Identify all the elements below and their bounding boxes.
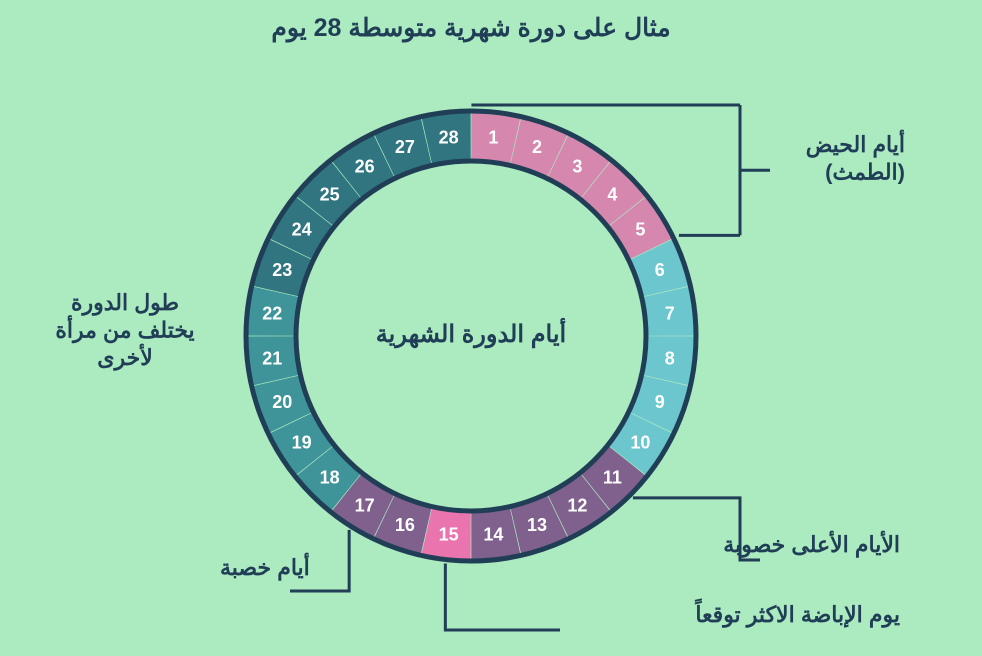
callout-ovulation: يوم الإباضة الاكثر توقعاً bbox=[694, 598, 900, 629]
cycle-svg: 1122334455667788991010111112121313141415… bbox=[0, 0, 982, 656]
callout-fertile: أيام خصبة bbox=[220, 552, 310, 581]
callout-varies-line: لأخرى bbox=[97, 343, 153, 371]
callout-peak: الأيام الأعلى خصوبة bbox=[723, 530, 900, 558]
day-label-3: 3 bbox=[572, 157, 582, 177]
day-label-20: 20 bbox=[272, 392, 292, 412]
day-label-28: 28 bbox=[439, 127, 459, 147]
callout-menstruation-line: (الطمث) bbox=[825, 160, 905, 185]
day-label-19: 19 bbox=[292, 432, 312, 452]
day-label-14: 14 bbox=[483, 525, 503, 545]
day-label-18: 18 bbox=[320, 467, 340, 487]
day-label-11: 11 bbox=[603, 467, 622, 487]
day-label-8: 8 bbox=[665, 348, 675, 368]
callout-fertile-line: أيام خصبة bbox=[220, 552, 310, 581]
cycle-infographic: 1122334455667788991010111112121313141415… bbox=[0, 0, 982, 656]
day-label-26: 26 bbox=[355, 157, 375, 177]
callout-varies-line: طول الدورة bbox=[71, 290, 179, 316]
day-label-25: 25 bbox=[320, 185, 340, 205]
day-label-12: 12 bbox=[567, 495, 587, 515]
day-label-5: 5 bbox=[635, 220, 645, 240]
day-label-1: 1 bbox=[488, 127, 498, 147]
day-label-24: 24 bbox=[292, 220, 312, 240]
day-label-2: 2 bbox=[532, 137, 542, 157]
day-label-22: 22 bbox=[262, 304, 282, 324]
day-label-23: 23 bbox=[272, 260, 292, 280]
title: مثال على دورة شهرية متوسطة 28 يوم bbox=[271, 14, 670, 43]
day-label-21: 21 bbox=[262, 348, 282, 368]
day-label-7: 7 bbox=[665, 304, 675, 324]
center-label: أيام الدورة الشهرية bbox=[376, 316, 566, 349]
day-label-10: 10 bbox=[630, 432, 650, 452]
day-label-27: 27 bbox=[395, 137, 415, 157]
day-label-15: 15 bbox=[439, 525, 459, 545]
day-label-16: 16 bbox=[395, 515, 415, 535]
day-label-13: 13 bbox=[527, 515, 547, 535]
callout-ovulation-line: يوم الإباضة الاكثر توقعاً bbox=[694, 598, 900, 629]
day-label-4: 4 bbox=[607, 185, 617, 205]
callout-menstruation-line: أيام الحيض bbox=[806, 129, 905, 158]
day-label-9: 9 bbox=[655, 392, 665, 412]
day-label-6: 6 bbox=[655, 260, 665, 280]
callout-varies-line: يختلف من مرأة bbox=[55, 315, 194, 344]
day-label-17: 17 bbox=[355, 495, 375, 515]
callout-peak-line: الأيام الأعلى خصوبة bbox=[723, 530, 900, 558]
